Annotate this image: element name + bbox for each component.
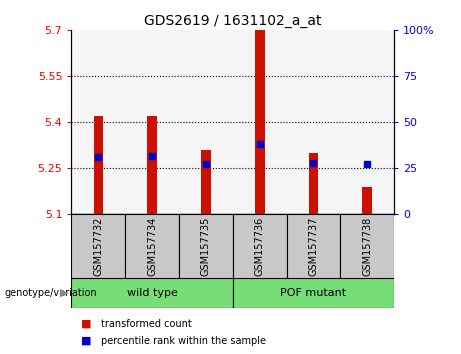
Bar	[71, 30, 125, 214]
Title: GDS2619 / 1631102_a_at: GDS2619 / 1631102_a_at	[144, 14, 322, 28]
Bar	[287, 30, 340, 214]
Bar	[179, 214, 233, 278]
Text: GSM157734: GSM157734	[147, 217, 157, 276]
Bar	[340, 30, 394, 214]
Text: GSM157735: GSM157735	[201, 217, 211, 276]
Bar	[148, 116, 157, 214]
Bar	[233, 30, 287, 214]
Text: ■: ■	[81, 319, 91, 329]
Bar	[201, 150, 211, 214]
Text: ■: ■	[81, 336, 91, 346]
Bar	[94, 116, 103, 214]
Text: transformed count: transformed count	[101, 319, 192, 329]
Bar	[362, 187, 372, 214]
Bar	[340, 214, 394, 278]
Text: ▶: ▶	[60, 288, 68, 298]
Bar	[125, 30, 179, 214]
Bar	[255, 30, 265, 214]
Text: genotype/variation: genotype/variation	[5, 288, 97, 298]
Text: POF mutant: POF mutant	[280, 288, 347, 298]
Bar	[233, 214, 287, 278]
Bar	[309, 153, 318, 214]
Text: GSM157732: GSM157732	[93, 217, 103, 276]
Bar	[233, 278, 394, 308]
Bar	[179, 30, 233, 214]
Text: percentile rank within the sample: percentile rank within the sample	[101, 336, 266, 346]
Bar	[71, 214, 125, 278]
Bar	[125, 214, 179, 278]
Text: GSM157738: GSM157738	[362, 217, 372, 276]
Text: GSM157737: GSM157737	[308, 217, 319, 276]
Bar	[287, 214, 340, 278]
Bar	[71, 278, 233, 308]
Text: GSM157736: GSM157736	[254, 217, 265, 276]
Text: wild type: wild type	[127, 288, 177, 298]
